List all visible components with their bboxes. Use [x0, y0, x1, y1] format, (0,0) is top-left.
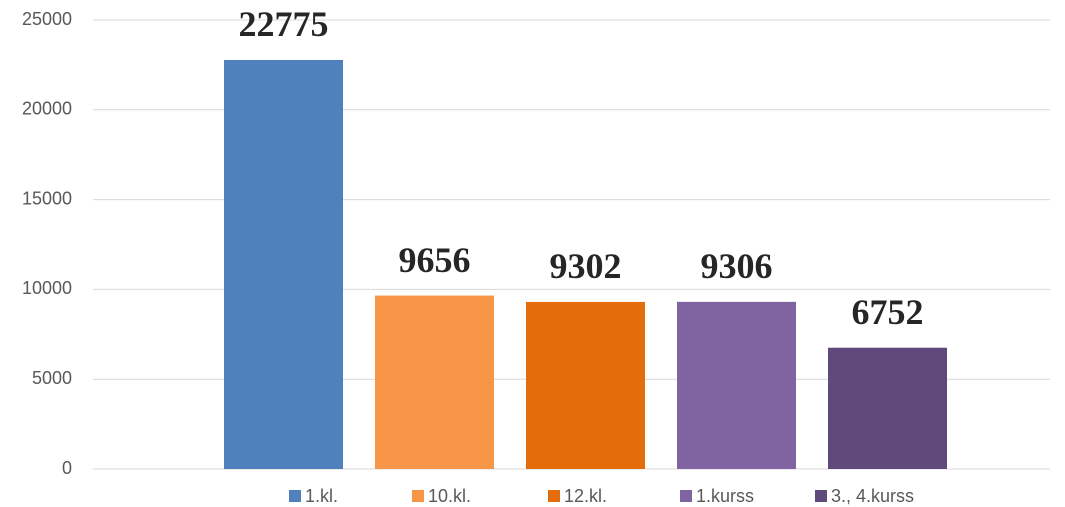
bar — [224, 59, 343, 469]
data-label: 22775 — [239, 4, 329, 44]
legend-swatch — [548, 490, 560, 502]
legend-swatch — [680, 490, 692, 502]
legend-swatch — [289, 490, 301, 502]
bar — [677, 301, 796, 469]
legend-label: 12.kl. — [564, 486, 607, 506]
y-tick-label: 15000 — [22, 188, 72, 208]
data-label: 9656 — [399, 240, 471, 280]
y-tick-label: 10000 — [22, 278, 72, 298]
y-tick-label: 25000 — [22, 9, 72, 29]
bar — [375, 295, 494, 469]
bar — [526, 301, 645, 469]
data-label: 9306 — [701, 246, 773, 286]
legend-swatch — [815, 490, 827, 502]
legend-label: 1.kl. — [305, 486, 338, 506]
legend-label: 10.kl. — [428, 486, 471, 506]
data-label: 9302 — [550, 246, 622, 286]
legend-label: 3., 4.kurss — [831, 486, 914, 506]
bar — [828, 347, 947, 469]
y-tick-label: 0 — [62, 458, 72, 478]
data-label: 6752 — [852, 292, 924, 332]
legend-label: 1.kurss — [696, 486, 754, 506]
y-tick-label: 5000 — [32, 368, 72, 388]
legend-swatch — [412, 490, 424, 502]
y-tick-label: 20000 — [22, 99, 72, 119]
